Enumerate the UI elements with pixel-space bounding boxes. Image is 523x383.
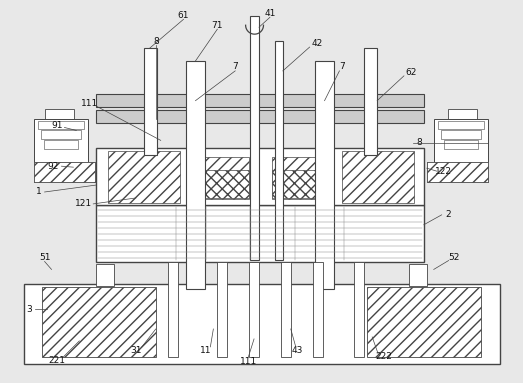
Bar [33, 118, 88, 166]
Text: 52: 52 [448, 253, 459, 262]
Text: 8: 8 [416, 138, 422, 147]
Bar [38, 121, 84, 129]
Bar [275, 41, 283, 260]
Bar [438, 121, 484, 129]
Text: 111: 111 [81, 99, 98, 108]
Text: 51: 51 [39, 253, 50, 262]
Bar [204, 170, 249, 198]
Bar [249, 262, 259, 357]
Text: 111: 111 [240, 357, 257, 366]
Bar [96, 110, 424, 123]
Bar [41, 131, 81, 139]
Bar [444, 141, 479, 149]
Text: 7: 7 [232, 62, 238, 71]
Bar [315, 61, 335, 289]
Text: 8: 8 [153, 37, 158, 46]
Bar [313, 262, 323, 357]
Bar [33, 162, 95, 182]
Text: 71: 71 [212, 21, 223, 30]
Bar [364, 48, 377, 155]
Text: 1: 1 [36, 188, 41, 196]
Text: 122: 122 [435, 167, 452, 176]
Bar [96, 94, 424, 106]
Text: 43: 43 [292, 346, 303, 355]
Text: 92: 92 [48, 162, 59, 171]
Bar [272, 157, 316, 199]
Text: 121: 121 [75, 200, 92, 208]
Text: 222: 222 [376, 352, 393, 361]
Bar [272, 170, 316, 198]
Bar [96, 148, 424, 205]
Bar [96, 265, 114, 286]
Bar [33, 162, 95, 182]
Bar [43, 141, 78, 149]
Text: 42: 42 [312, 39, 323, 47]
Bar [343, 151, 414, 203]
Text: 61: 61 [178, 11, 189, 20]
Bar [427, 162, 488, 182]
Text: 91: 91 [52, 121, 63, 130]
Bar [168, 262, 178, 357]
Bar [96, 205, 424, 262]
Text: 221: 221 [48, 356, 65, 365]
Bar [434, 118, 488, 166]
Bar [441, 131, 481, 139]
Bar [108, 151, 179, 203]
Text: 3: 3 [26, 304, 31, 314]
Bar [367, 287, 481, 357]
Text: 41: 41 [264, 9, 276, 18]
Text: 62: 62 [405, 69, 417, 77]
Bar [448, 109, 477, 121]
Bar [218, 262, 228, 357]
Bar [186, 61, 206, 289]
Bar [409, 265, 427, 286]
Text: 11: 11 [200, 346, 211, 355]
Bar [44, 109, 74, 121]
Bar [144, 48, 157, 155]
Bar [427, 162, 488, 182]
Bar [42, 287, 156, 357]
Text: 2: 2 [446, 210, 451, 219]
Bar [250, 16, 259, 260]
Text: 31: 31 [130, 346, 142, 355]
Bar [354, 262, 364, 357]
Text: 7: 7 [339, 62, 345, 71]
Bar [281, 262, 291, 357]
Bar [204, 157, 249, 199]
Bar [24, 284, 501, 364]
